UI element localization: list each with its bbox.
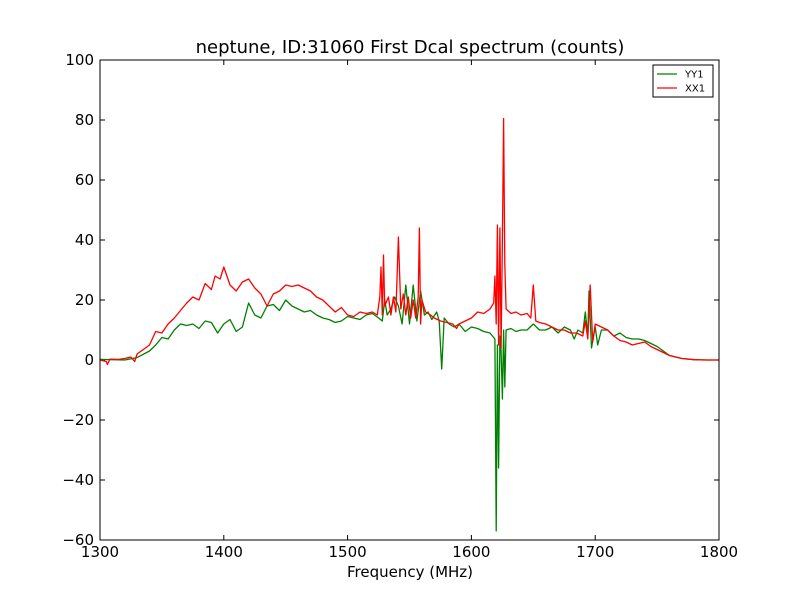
x-tick-label: 1300 <box>81 543 119 561</box>
x-axis-ticks: 1300 1400 1500 1600 1700 1800 <box>81 60 738 561</box>
x-tick-label: 1500 <box>329 543 367 561</box>
chart-title: neptune, ID:31060 First Dcal spectrum (c… <box>196 37 625 58</box>
y-tick-label: 100 <box>65 51 94 69</box>
y-tick-label: −40 <box>62 471 94 489</box>
plot-area <box>100 60 719 540</box>
legend-label-yy1: YY1 <box>684 70 704 81</box>
x-tick-label: 1400 <box>205 543 243 561</box>
y-tick-label: 80 <box>75 111 94 129</box>
plot-frame <box>99 59 720 541</box>
series-line-yy1 <box>99 284 719 532</box>
y-tick-label: −20 <box>62 411 94 429</box>
y-tick-label: 60 <box>75 171 94 189</box>
y-tick-label: 40 <box>75 231 94 249</box>
x-tick-label: 1700 <box>576 543 614 561</box>
x-tick-label: 1800 <box>700 543 738 561</box>
y-tick-label: 0 <box>84 351 94 369</box>
legend-label-xx1: XX1 <box>685 84 705 95</box>
x-tick-label: 1600 <box>452 543 490 561</box>
y-axis-ticks: −60 −40 −20 0 20 40 60 80 100 <box>62 51 719 549</box>
series-layer <box>99 117 719 532</box>
y-tick-label: 20 <box>75 291 94 309</box>
y-tick-label: −60 <box>62 531 94 549</box>
legend-box <box>652 64 714 98</box>
series-line-xx1 <box>99 117 719 366</box>
x-axis-label: Frequency (MHz) <box>347 563 473 581</box>
